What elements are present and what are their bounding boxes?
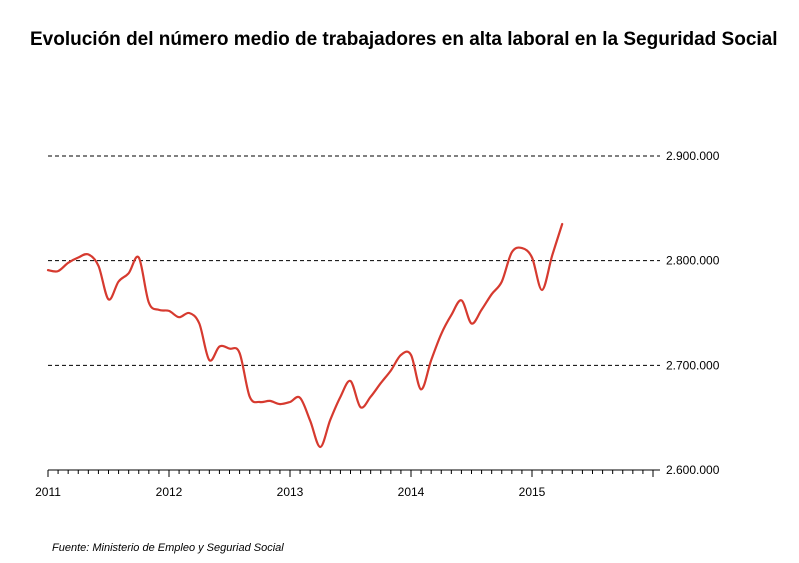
x-tick-labels: 2011 2012 2013 2014 2015 — [35, 485, 546, 499]
x-tick-label: 2011 — [35, 485, 61, 499]
y-tick-label: 2.900.000 — [666, 149, 720, 163]
y-tick-label: 2.700.000 — [666, 358, 720, 372]
data-series — [46, 222, 564, 449]
y-tick-labels: 2.600.000 2.700.000 2.800.000 2.900.000 — [666, 149, 720, 477]
y-tick-label: 2.600.000 — [666, 463, 720, 477]
chart-title: Evolución del número medio de trabajador… — [30, 29, 778, 50]
source-note: Fuente: Ministerio de Empleo y Seguriad … — [52, 542, 284, 554]
x-tick-label: 2013 — [277, 485, 304, 499]
series-line — [46, 222, 564, 449]
y-tick-label: 2.800.000 — [666, 254, 720, 268]
x-tick-label: 2012 — [156, 485, 183, 499]
x-tick-label: 2015 — [519, 485, 546, 499]
grid-lines — [48, 155, 660, 366]
x-tick-label: 2014 — [398, 485, 425, 499]
x-axis — [47, 469, 660, 477]
